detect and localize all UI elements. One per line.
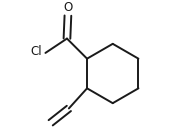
Text: O: O bbox=[63, 1, 73, 14]
Text: Cl: Cl bbox=[30, 44, 42, 57]
